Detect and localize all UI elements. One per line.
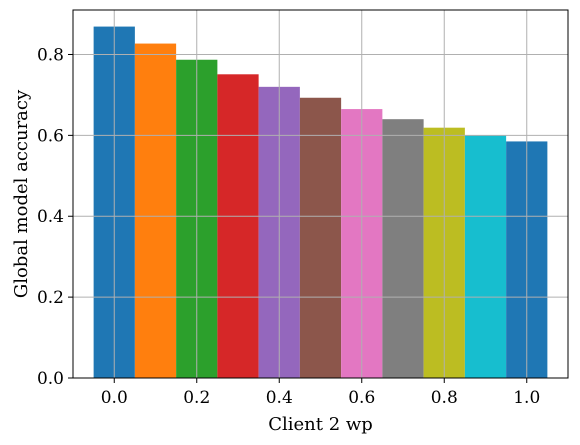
y-axis-label: Global model accuracy [11, 89, 32, 298]
x-tick-label-1: 0.2 [183, 388, 210, 408]
bar-5 [299, 97, 342, 378]
plot-frame [72, 9, 569, 379]
x-axis-label: Client 2 wp [268, 414, 373, 435]
y-tick-label-3: 0.6 [37, 126, 64, 146]
y-tick-label-1: 0.2 [37, 288, 64, 308]
x-tick-label-3: 0.6 [348, 388, 375, 408]
bar-3 [217, 74, 259, 379]
bars [93, 26, 548, 379]
x-tick-labels: 0.0 0.2 0.4 0.6 0.8 1.0 [101, 388, 541, 408]
x-tick-label-4: 0.8 [431, 388, 458, 408]
x-tick-label-2: 0.4 [266, 388, 293, 408]
x-tick-label-5: 1.0 [513, 388, 540, 408]
y-tick-labels: 0.0 0.2 0.4 0.6 0.8 [37, 45, 64, 389]
y-tick-label-2: 0.4 [37, 207, 64, 227]
y-tick-label-0: 0.0 [37, 369, 64, 389]
bar-9 [464, 135, 507, 378]
tick-marks [68, 53, 528, 383]
x-tick-label-0: 0.0 [101, 388, 128, 408]
bar-1 [134, 43, 177, 379]
bar-7 [382, 119, 424, 378]
y-tick-label-4: 0.8 [37, 45, 64, 65]
